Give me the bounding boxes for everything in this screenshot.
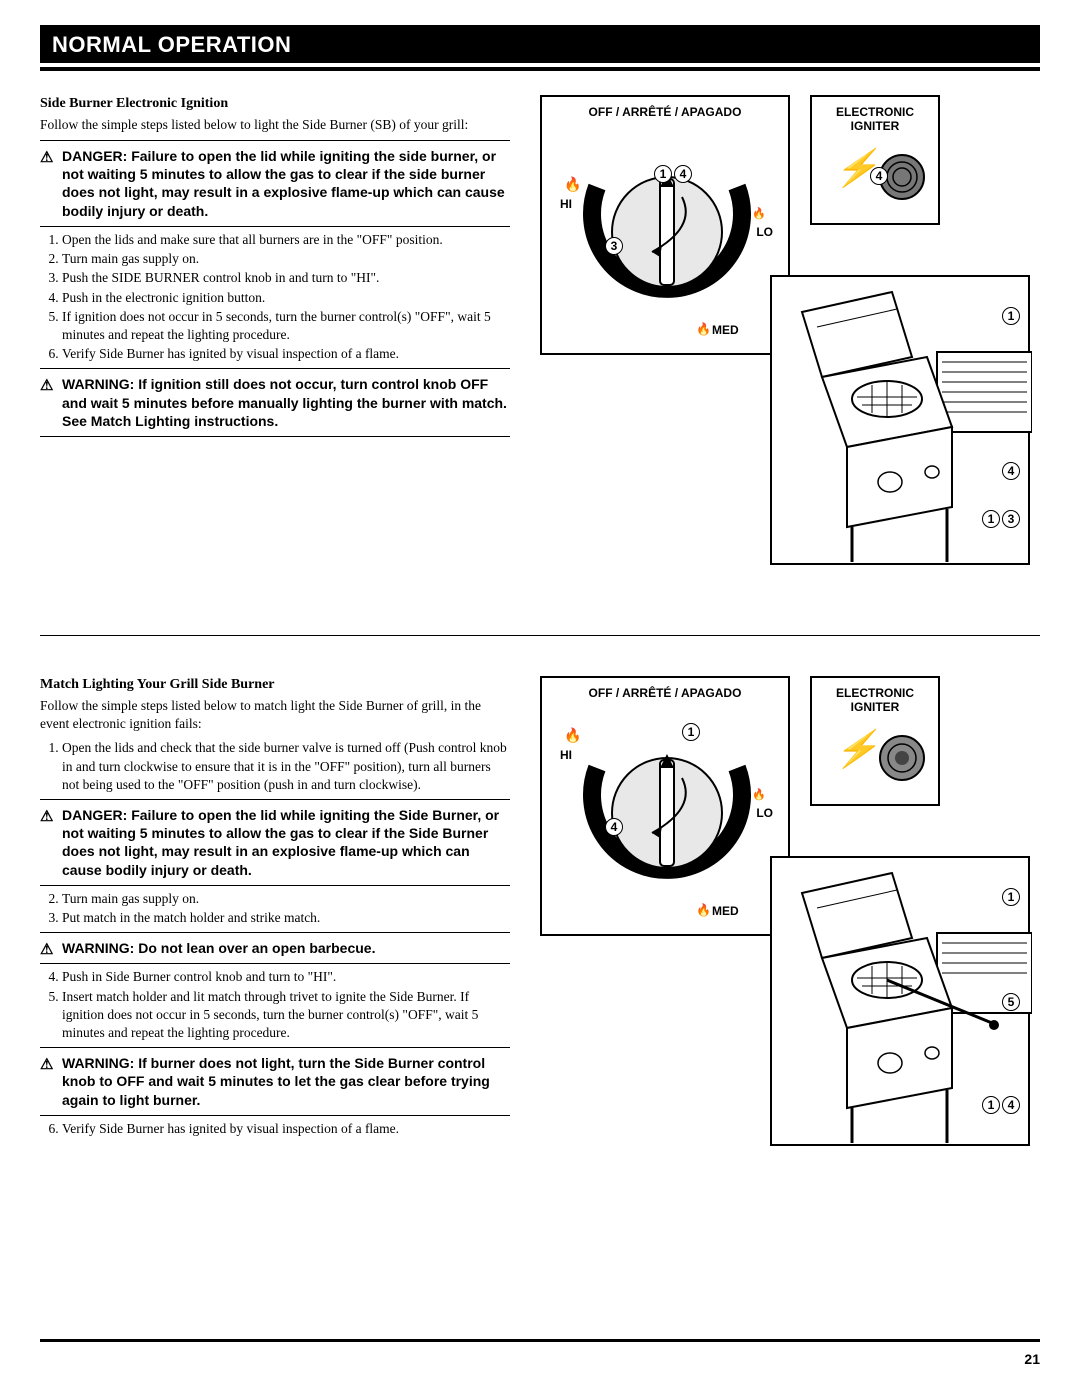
igniter-label: IGNITER [812, 700, 938, 714]
step: Turn main gas supply on. [62, 890, 510, 908]
grill-diagram: 1 5 1 4 [770, 856, 1030, 1146]
warning-block: ⚠ WARNING: If burner does not light, tur… [40, 1048, 510, 1116]
callout: 4 [1002, 462, 1020, 480]
warning-text: WARNING: Do not lean over an open barbec… [62, 940, 375, 956]
med-label: MED [712, 323, 739, 337]
off-label: OFF / ARRÊTÉ / APAGADO [542, 686, 788, 700]
section-divider [40, 635, 1040, 636]
knob-svg [542, 678, 792, 938]
lo-label: LO [756, 225, 773, 239]
intro-text: Follow the simple steps listed below to … [40, 697, 510, 733]
warning-icon: ⚠ [40, 940, 53, 960]
igniter-diagram: ELECTRONIC IGNITER ⚡ [810, 676, 940, 806]
callout: 4 [674, 165, 692, 183]
callout: 1 [1002, 307, 1020, 325]
callout: 1 [682, 723, 700, 741]
flame-icon: 🔥 [696, 322, 711, 337]
igniter-label: ELECTRONIC [812, 686, 938, 700]
flame-icon: 🔥 [564, 177, 581, 194]
danger-block: ⚠ DANGER: Failure to open the lid while … [40, 140, 510, 227]
step: Open the lids and make sure that all bur… [62, 231, 510, 249]
intro-text: Follow the simple steps listed below to … [40, 116, 510, 134]
lightning-icon: ⚡ [834, 728, 879, 770]
med-label: MED [712, 904, 739, 918]
step: Push the SIDE BURNER control knob in and… [62, 269, 510, 287]
knob-diagram: OFF / ARRÊTÉ / APAGADO 🔥 HI 🔥 LO 🔥 MED 1… [540, 676, 790, 936]
steps-list: Open the lids and make sure that all bur… [40, 227, 510, 370]
flame-icon: 🔥 [564, 728, 581, 745]
flame-icon: 🔥 [752, 207, 766, 220]
igniter-button-svg [877, 733, 927, 783]
warning-text: WARNING: If ignition still does not occu… [62, 376, 507, 428]
warning-block: ⚠ WARNING: Do not lean over an open barb… [40, 933, 510, 964]
step: Verify Side Burner has ignited by visual… [62, 345, 510, 363]
callout: 3 [605, 237, 623, 255]
grill-diagram: 1 4 1 3 [770, 275, 1030, 565]
hi-label: HI [560, 197, 572, 211]
diagram-area: OFF / ARRÊTÉ / APAGADO 🔥 HI 🔥 LO 🔥 MED 1 [540, 95, 1040, 585]
warning-icon: ⚠ [40, 1055, 53, 1075]
danger-block: ⚠ DANGER: Failure to open the lid while … [40, 799, 510, 886]
section-title: NORMAL OPERATION [40, 25, 1040, 67]
callout: 5 [1002, 993, 1020, 1011]
igniter-label: IGNITER [812, 119, 938, 133]
warning-icon: ⚠ [40, 807, 53, 827]
knob-svg [542, 97, 792, 357]
callout: 1 [982, 510, 1000, 528]
section-electronic-ignition: Side Burner Electronic Ignition Follow t… [40, 95, 1040, 585]
flame-icon: 🔥 [752, 788, 766, 801]
subheading: Side Burner Electronic Ignition [40, 95, 510, 114]
subheading: Match Lighting Your Grill Side Burner [40, 676, 510, 695]
callout: 3 [1002, 510, 1020, 528]
warning-text: WARNING: If burner does not light, turn … [62, 1055, 490, 1107]
callout: 4 [1002, 1096, 1020, 1114]
steps-list: Turn main gas supply on. Put match in th… [40, 886, 510, 933]
step: Verify Side Burner has ignited by visual… [62, 1120, 510, 1138]
page-number: 21 [1024, 1351, 1040, 1367]
warning-block: ⚠ WARNING: If ignition still does not oc… [40, 369, 510, 437]
danger-text: DANGER: Failure to open the lid while ig… [62, 148, 505, 219]
warning-icon: ⚠ [40, 148, 53, 168]
step: If ignition does not occur in 5 seconds,… [62, 308, 510, 344]
diagram-area: OFF / ARRÊTÉ / APAGADO 🔥 HI 🔥 LO 🔥 MED 1… [540, 676, 1040, 1166]
flame-icon: 🔥 [696, 903, 711, 918]
warning-icon: ⚠ [40, 376, 53, 396]
off-label: OFF / ARRÊTÉ / APAGADO [542, 105, 788, 119]
igniter-label: ELECTRONIC [812, 105, 938, 119]
igniter-diagram: ELECTRONIC IGNITER ⚡ 4 [810, 95, 940, 225]
callout: 1 [654, 165, 672, 183]
steps-list: Push in Side Burner control knob and tur… [40, 964, 510, 1048]
steps-list: Verify Side Burner has ignited by visual… [40, 1116, 510, 1143]
footer-rule [40, 1339, 1040, 1342]
step: Open the lids and check that the side bu… [62, 739, 510, 794]
step: Push in Side Burner control knob and tur… [62, 968, 510, 986]
danger-text: DANGER: Failure to open the lid while ig… [62, 807, 499, 878]
step: Insert match holder and lit match throug… [62, 988, 510, 1043]
callout: 4 [870, 167, 888, 185]
callout: 1 [1002, 888, 1020, 906]
section-match-lighting: Match Lighting Your Grill Side Burner Fo… [40, 676, 1040, 1166]
steps-list: Open the lids and check that the side bu… [40, 739, 510, 799]
lo-label: LO [756, 806, 773, 820]
step: Push in the electronic ignition button. [62, 289, 510, 307]
hi-label: HI [560, 748, 572, 762]
step: Put match in the match holder and strike… [62, 909, 510, 927]
knob-diagram: OFF / ARRÊTÉ / APAGADO 🔥 HI 🔥 LO 🔥 MED 1 [540, 95, 790, 355]
callout: 4 [605, 818, 623, 836]
callout: 1 [982, 1096, 1000, 1114]
step: Turn main gas supply on. [62, 250, 510, 268]
